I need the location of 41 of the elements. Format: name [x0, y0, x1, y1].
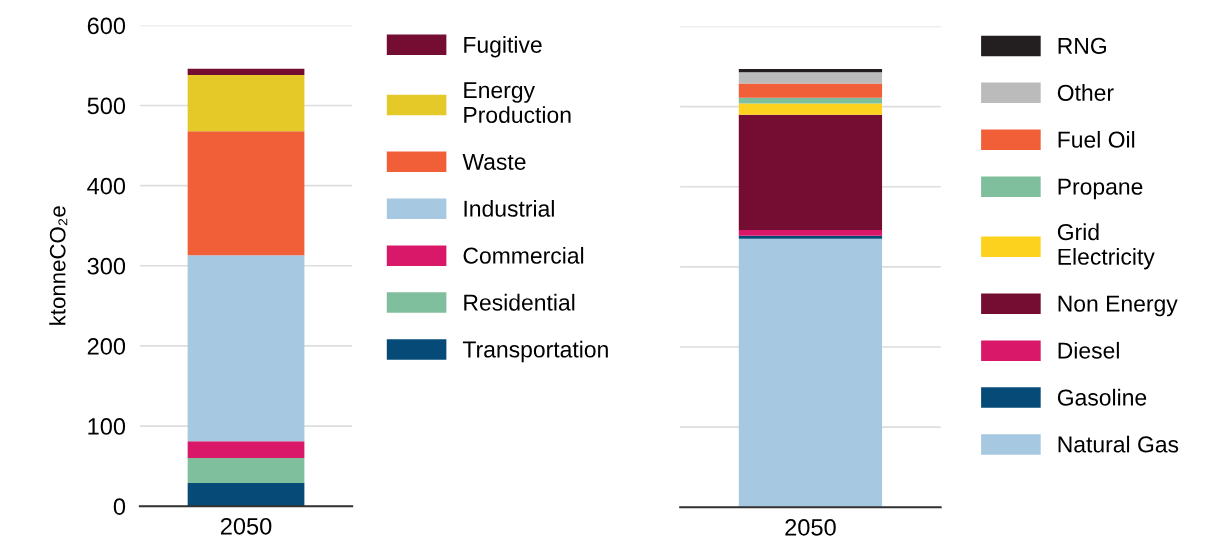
legend-label: Natural Gas [1058, 435, 1179, 453]
legend-label: Fugitive [464, 36, 542, 58]
legend-label: Non Energy [1058, 295, 1178, 317]
x-tick-label: 2050 [220, 517, 272, 535]
legend-label: Other [1057, 84, 1114, 101]
y-tick-label: 100 [88, 418, 126, 435]
bar [738, 83, 883, 98]
legend-label: Gasoline [1057, 388, 1147, 406]
legend-label: Propane [1058, 178, 1143, 200]
y-tick-label: 400 [87, 177, 126, 195]
legend-label: Industrial [464, 200, 554, 217]
bar [187, 75, 305, 132]
legend-label: RNG [1058, 37, 1106, 54]
bar [738, 230, 883, 236]
bar [187, 458, 305, 483]
legend-label: Grid Electricity [1057, 223, 1155, 270]
y-tick-label: 200 [87, 337, 126, 355]
legend-label: Commercial [463, 246, 584, 264]
bar [187, 482, 305, 507]
y-tick-label: 0 [113, 498, 126, 515]
legend-label: Diesel [1058, 341, 1119, 359]
legend-label: Transportation [462, 340, 608, 363]
legend-label: Waste [462, 153, 526, 170]
y-tick-label: 300 [87, 257, 126, 275]
bar [187, 255, 305, 442]
legend-label: Energy Production [464, 82, 571, 123]
bar [738, 72, 883, 84]
legend-label: Residential [464, 293, 575, 311]
bar [738, 114, 883, 231]
bar [187, 131, 305, 256]
y-tick-label: 500 [87, 97, 126, 115]
bar [738, 103, 883, 115]
legend-label: Fuel Oil [1058, 131, 1135, 148]
bar [738, 238, 883, 508]
y-axis-title: ktonneCO₂e [49, 206, 68, 325]
bar [187, 441, 305, 459]
bar [738, 68, 883, 73]
bar [738, 235, 883, 239]
y-tick-label: 600 [87, 17, 126, 35]
bar [187, 68, 305, 76]
x-tick-label: 2050 [785, 519, 836, 536]
